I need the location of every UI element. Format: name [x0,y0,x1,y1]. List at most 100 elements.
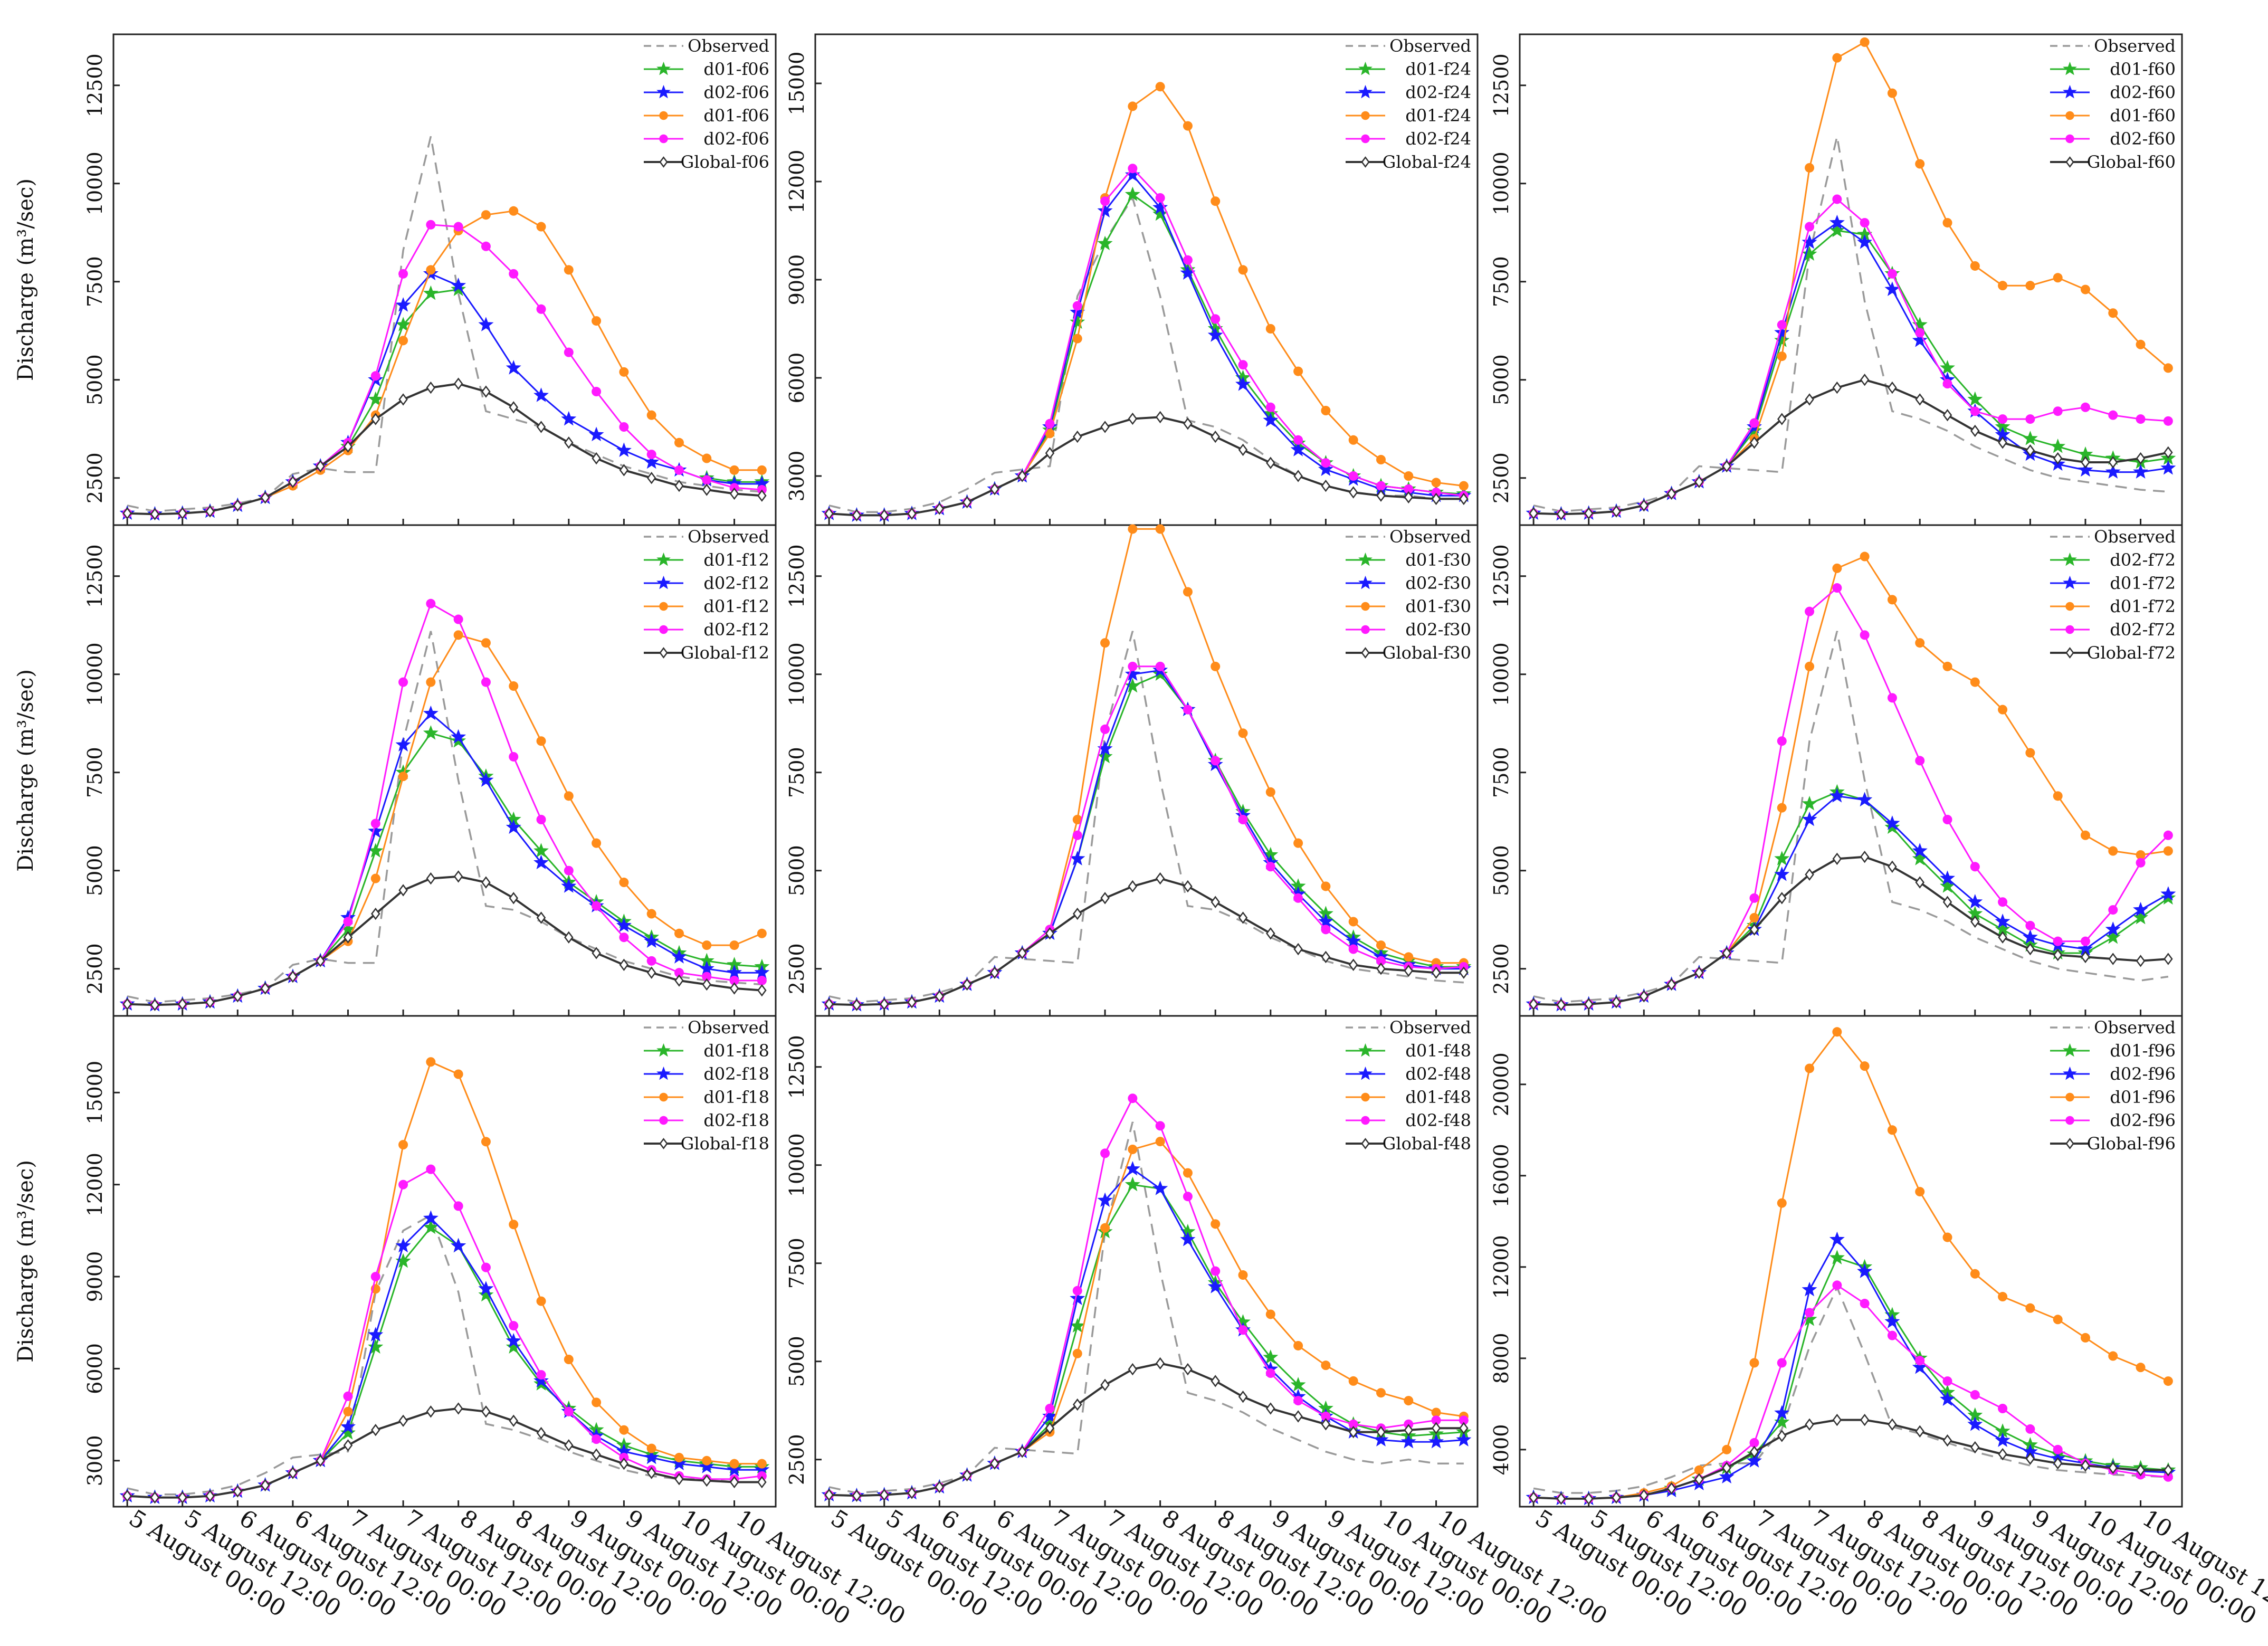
data-point [1805,163,1815,173]
legend-entry: d02-f18 [644,1064,769,1084]
data-point [1183,121,1193,131]
data-point [646,450,656,460]
data-point [1152,206,1168,221]
data-point [2108,905,2118,915]
legend-entry: Global-f48 [1346,1134,1471,1154]
series-1 [828,195,1464,513]
data-point [1857,1263,1873,1278]
series-line [127,224,763,515]
legend-swatch-marker [659,1138,668,1149]
legend-label: Global-f18 [681,1134,769,1154]
data-point [1556,998,1566,1011]
data-point [2163,846,2173,856]
data-point [1100,1378,1110,1392]
legend-entry: d02-f96 [2050,1064,2176,1084]
series-line [1533,1030,2169,1500]
data-point [619,933,629,943]
data-point [1860,1299,1870,1309]
series-4 [122,630,767,1010]
data-point [453,1402,463,1415]
legend-entry: d01-f60 [2050,59,2176,79]
data-point [702,972,712,982]
series-line [829,1362,1464,1497]
data-point [1998,931,2007,944]
legend: Observed d01-f12 d02-f12 d01-f12 d02-f12 Glob… [644,527,769,663]
data-point [426,598,436,608]
series-5 [824,164,1469,520]
data-point [533,843,549,858]
legend-label: Global-f30 [1383,643,1471,663]
data-point [1097,1192,1113,1207]
data-point [1970,261,1980,271]
data-point [451,1238,466,1253]
data-point [453,1069,463,1079]
data-point [1263,412,1279,427]
data-point [1940,360,1955,375]
legend-swatch-marker [1361,1092,1370,1102]
data-point [1970,1269,1980,1279]
data-point [233,990,243,1003]
y-tick-label: 10000 [83,642,107,706]
data-point [1749,436,1759,449]
series-line [829,669,1464,1006]
data-point [1970,1390,1980,1400]
y-tick-label: 8000 [1490,1333,1513,1384]
data-point [453,1201,463,1211]
data-point [1017,470,1027,482]
legend-entry: Observed [644,527,769,547]
data-point [1802,811,1817,826]
data-point [1238,1390,1248,1403]
legend-swatch-marker [2065,134,2074,144]
data-point [1376,956,1386,966]
data-point [481,1137,491,1147]
legend-entry: d01-f24 [1346,59,1471,79]
data-point [453,870,463,883]
legend-entry: d02-f18 [644,1110,769,1130]
data-point [1832,583,1842,593]
data-point [423,1210,439,1225]
data-point [561,878,577,893]
data-point [288,475,298,488]
data-point [1321,406,1331,415]
series-line [1533,1419,2168,1500]
data-point [1694,475,1704,488]
data-point [1211,314,1221,324]
data-point [1832,53,1842,63]
data-point [1777,736,1787,746]
data-point [506,1333,521,1348]
data-point [1612,505,1621,518]
legend-entry: d02-f24 [1346,129,1471,149]
y-tick-label: 10000 [785,642,808,706]
data-point [1829,214,1845,230]
legend-swatch-marker [659,134,668,144]
series-3 [1526,214,2176,521]
series-3 [821,1160,1472,1502]
data-point [824,997,834,1011]
series-5 [122,1164,767,1502]
data-point [962,978,972,991]
series-6 [1529,1413,2173,1505]
data-point [1431,1422,1441,1434]
data-point [646,1467,656,1479]
legend-label: d02-f96 [2110,1064,2176,1084]
legend-label: d02-f72 [2110,620,2176,640]
data-point [1125,666,1140,681]
data-point [2080,830,2090,840]
data-point [1376,1388,1386,1398]
data-point [2163,363,2173,373]
data-point [343,917,353,927]
data-point [1073,430,1082,443]
data-point [316,955,325,967]
data-point [1238,815,1248,824]
data-point [1556,1492,1566,1505]
data-point [1128,880,1138,893]
legend-label: d02-f18 [703,1110,769,1130]
data-point [1722,947,1731,959]
data-point [1940,878,1955,893]
legend-label: d01-f30 [1405,550,1471,570]
data-point [1155,1121,1165,1131]
data-point [1639,499,1649,512]
legend-label: Observed [2094,527,2176,547]
data-point [852,998,862,1011]
y-tick-label: 7500 [1490,747,1513,798]
